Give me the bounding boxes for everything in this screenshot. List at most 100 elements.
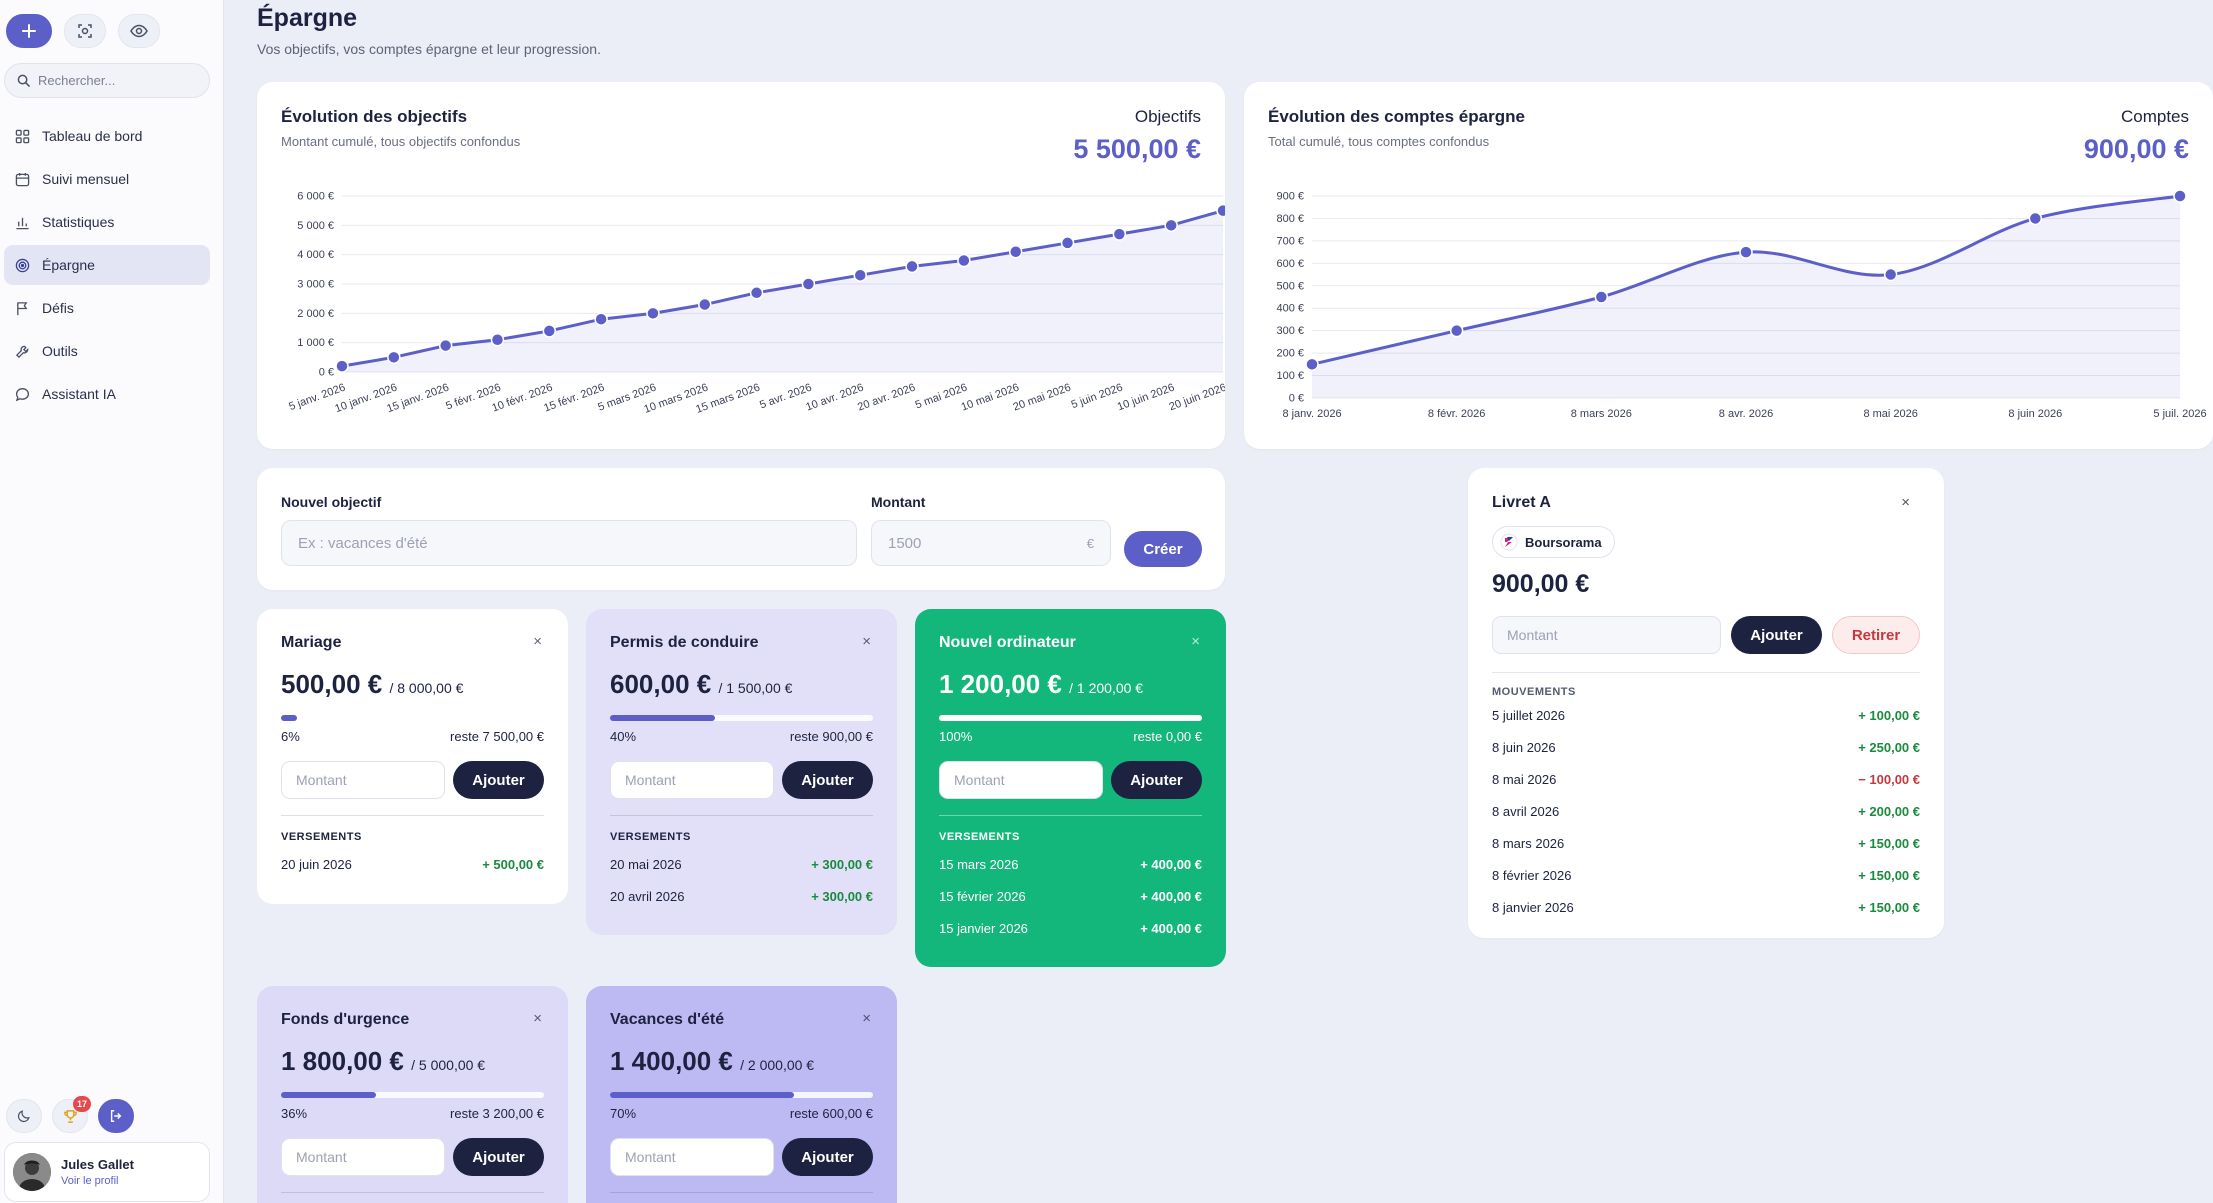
y-tick-label: 0 € [1289, 393, 1304, 405]
goal-amount-input[interactable] [888, 534, 1087, 552]
goal-deposit-input[interactable] [625, 772, 773, 788]
create-goal-button[interactable]: Créer [1124, 531, 1202, 567]
logout-button[interactable] [98, 1099, 134, 1133]
goal-percent: 70% [610, 1106, 637, 1121]
data-point[interactable] [438, 338, 453, 353]
sidebar-item-label: Statistiques [42, 214, 115, 230]
movement-value: + 250,00 € [1858, 740, 1920, 755]
data-point[interactable] [698, 297, 712, 312]
profile-link[interactable]: Voir le profil [61, 1175, 119, 1187]
goal-deposit-input[interactable] [625, 1149, 773, 1165]
goal-amount-field [939, 761, 1103, 799]
movement-value: + 150,00 € [1858, 836, 1920, 851]
goal-card: Permis de conduire × 600,00 € / 1 500,00… [586, 609, 897, 935]
payment-date: 15 mars 2026 [939, 857, 1019, 872]
payments-heading: VERSEMENTS [939, 831, 1020, 843]
search-icon [17, 74, 30, 87]
data-point[interactable] [1008, 244, 1023, 259]
visibility-button[interactable] [118, 14, 160, 48]
payment-date: 15 février 2026 [939, 889, 1026, 904]
account-title: Livret A [1492, 494, 1551, 511]
payment-row: 20 juin 2026 + 500,00 € [281, 857, 544, 879]
y-tick-label: 700 € [1276, 235, 1304, 247]
close-icon[interactable]: × [533, 633, 542, 650]
x-tick-label: 5 juin 2026 [1070, 382, 1125, 412]
goal-name-input[interactable] [298, 534, 840, 552]
y-tick-label: 200 € [1276, 348, 1304, 360]
add-payment-button[interactable]: Ajouter [1111, 761, 1202, 799]
goal-percent: 6% [281, 729, 300, 744]
data-point[interactable] [1060, 236, 1075, 250]
movement-value: + 150,00 € [1858, 868, 1920, 883]
data-point[interactable] [387, 350, 401, 365]
data-point[interactable] [1164, 218, 1178, 233]
scan-button[interactable] [64, 14, 106, 48]
x-tick-label: 20 avr. 2026 [856, 382, 917, 414]
sidebar-item-challenges[interactable]: Défis [4, 288, 210, 328]
sidebar-item-tools[interactable]: Outils [4, 331, 210, 371]
x-tick-label: 8 juin 2026 [2008, 408, 2062, 420]
data-point[interactable] [1449, 323, 1464, 338]
data-point[interactable] [1112, 227, 1127, 241]
eye-icon [130, 24, 148, 38]
data-point[interactable] [490, 332, 505, 347]
data-point[interactable] [853, 268, 867, 282]
theme-toggle[interactable] [6, 1099, 42, 1133]
goal-amount-field [610, 1138, 774, 1176]
close-icon[interactable]: × [862, 1010, 871, 1027]
data-point[interactable] [1305, 357, 1319, 372]
goal-title: Permis de conduire [610, 634, 759, 651]
chart-total-value: 900,00 € [2083, 134, 2189, 164]
withdraw-button[interactable]: Retirer [1832, 616, 1920, 654]
data-point[interactable] [2173, 189, 2187, 203]
data-point[interactable] [1594, 290, 1609, 304]
account-amount-input[interactable] [1507, 627, 1720, 643]
trophy-button[interactable]: 17 [52, 1096, 91, 1133]
goal-deposit-input[interactable] [296, 772, 444, 788]
deposit-button[interactable]: Ajouter [1731, 616, 1822, 654]
goal-remaining: reste 0,00 € [1133, 729, 1202, 744]
sidebar-nav: Tableau de bord Suivi mensuel Statistiqu… [4, 116, 210, 417]
search-input[interactable] [38, 73, 188, 88]
data-point[interactable] [801, 277, 816, 291]
data-point[interactable] [749, 286, 764, 300]
data-point[interactable] [646, 306, 660, 321]
add-payment-button[interactable]: Ajouter [782, 761, 873, 799]
data-point[interactable] [2028, 211, 2043, 226]
movement-value: + 100,00 € [1858, 708, 1920, 723]
sidebar-item-statistics[interactable]: Statistiques [4, 202, 210, 242]
close-icon[interactable]: × [533, 1010, 542, 1027]
goal-deposit-input[interactable] [296, 1149, 444, 1165]
close-icon[interactable]: × [1191, 633, 1200, 650]
sidebar-item-savings[interactable]: Épargne [4, 245, 210, 285]
goal-deposit-input[interactable] [954, 772, 1102, 788]
data-point[interactable] [1216, 203, 1225, 218]
data-point[interactable] [1739, 245, 1753, 259]
goal-name-field [281, 520, 857, 566]
data-point[interactable] [905, 259, 919, 274]
sidebar-item-assistant[interactable]: Assistant IA [4, 374, 210, 414]
add-payment-button[interactable]: Ajouter [453, 761, 544, 799]
add-payment-button[interactable]: Ajouter [782, 1138, 873, 1176]
close-icon[interactable]: × [1901, 494, 1910, 511]
profile-card[interactable]: Jules Gallet Voir le profil [4, 1142, 210, 1202]
sidebar-item-dashboard[interactable]: Tableau de bord [4, 116, 210, 156]
close-icon[interactable]: × [862, 633, 871, 650]
y-tick-label: 4 000 € [297, 249, 334, 261]
data-point[interactable] [1883, 267, 1898, 282]
y-tick-label: 300 € [1276, 325, 1304, 337]
chart-subtitle: Total cumulé, tous comptes confondus [1268, 134, 1490, 149]
add-payment-button[interactable]: Ajouter [453, 1138, 544, 1176]
x-tick-label: 8 avr. 2026 [1719, 408, 1773, 420]
account-balance: 900,00 € [1492, 570, 1590, 598]
add-button[interactable] [6, 14, 52, 48]
data-point[interactable] [335, 359, 349, 373]
logout-icon [110, 1110, 122, 1122]
data-point[interactable] [957, 253, 971, 268]
sidebar-item-monthly[interactable]: Suivi mensuel [4, 159, 210, 199]
data-point[interactable] [542, 324, 557, 338]
movement-row: 8 avril 2026 + 200,00 € [1492, 804, 1920, 826]
divider [610, 815, 873, 816]
data-point[interactable] [594, 312, 608, 326]
notification-badge: 17 [73, 1096, 91, 1112]
